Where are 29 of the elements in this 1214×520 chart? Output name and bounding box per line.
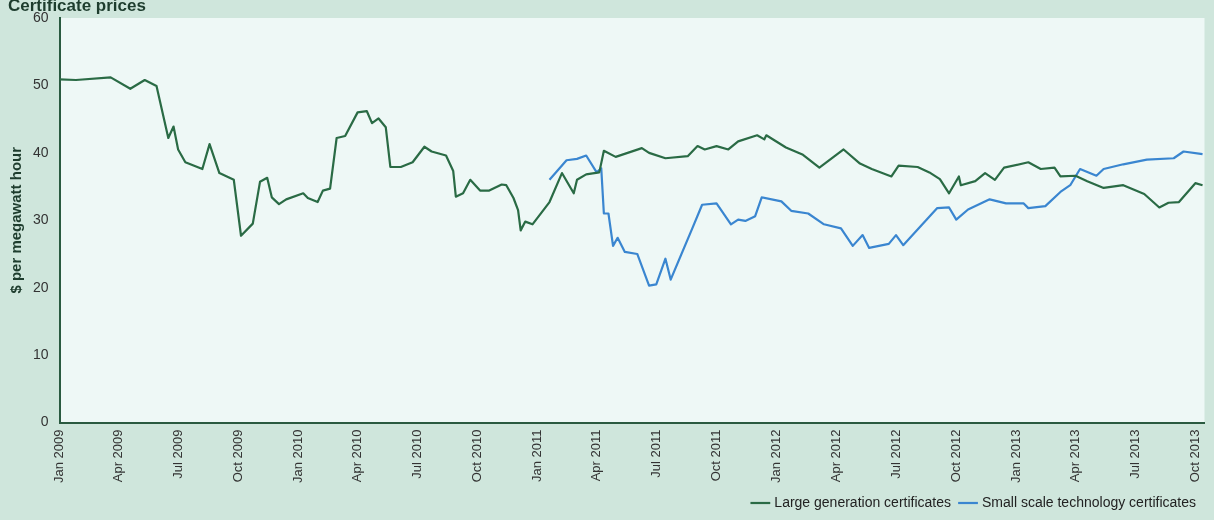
x-tick-label: Oct 2011 — [708, 429, 724, 482]
x-tick-label: Jan 2012 — [768, 429, 784, 484]
x-tick-label: Jul 2009 — [169, 429, 185, 479]
x-tick-label: Oct 2012 — [947, 429, 963, 483]
x-tick-label: Jul 2010 — [408, 429, 424, 479]
x-tick-label: Jan 2009 — [51, 429, 67, 484]
x-tick-label: Apr 2010 — [349, 429, 365, 483]
x-tick-label: Jul 2012 — [887, 429, 903, 479]
y-tick-label: 20 — [32, 278, 49, 295]
legend-label: Large generation certificates — [774, 493, 952, 510]
x-tick-label: Apr 2009 — [110, 429, 126, 483]
x-tick-label: Oct 2010 — [469, 429, 485, 483]
y-tick-label: 0 — [40, 413, 49, 430]
x-tick-label: Oct 2013 — [1186, 429, 1202, 483]
y-tick-label: 10 — [32, 345, 49, 362]
y-axis-title: $ per megawatt hour — [7, 146, 25, 294]
x-tick-label: Apr 2012 — [827, 429, 843, 483]
x-tick-label: Apr 2011 — [588, 429, 604, 482]
x-tick-label: Jul 2013 — [1126, 429, 1142, 479]
x-tick-label: Jan 2013 — [1008, 429, 1024, 484]
x-tick-label: Apr 2013 — [1067, 429, 1083, 483]
legend-label: Small scale technology certificates — [982, 493, 1197, 510]
y-tick-label: 50 — [32, 76, 49, 93]
x-tick-label: Jul 2011 — [647, 429, 663, 478]
x-tick-label: Jan 2010 — [290, 429, 306, 484]
y-tick-label: 30 — [32, 211, 49, 228]
x-tick-label: Oct 2009 — [229, 429, 245, 483]
y-tick-label: 40 — [32, 143, 49, 160]
x-tick-label: Jan 2011 — [529, 429, 545, 483]
